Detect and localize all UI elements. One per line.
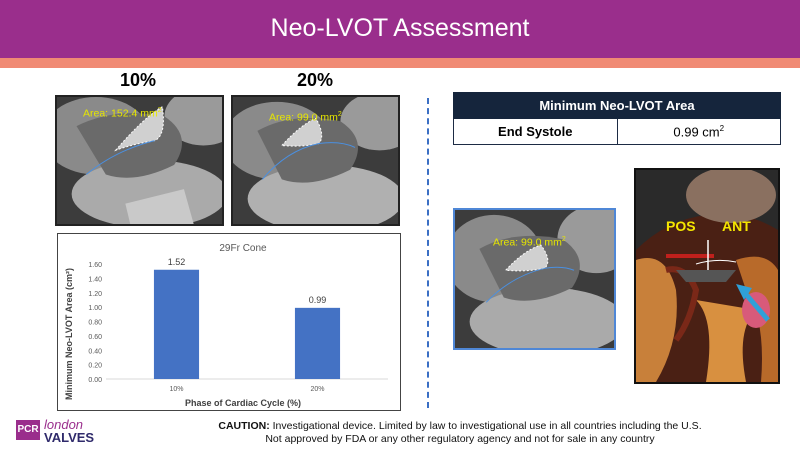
table-row: End Systole 0.99 cm2 (453, 118, 781, 145)
logo-london-text: london (44, 417, 84, 432)
x-tick-label: 10% (169, 386, 183, 393)
phase-label-10: 10% (119, 70, 157, 90)
label-posterior: POS (666, 218, 696, 234)
area-label-20: Area: 99.0 mm2 (269, 111, 342, 124)
area-label-10: Area: 152.4 mm2 (83, 107, 162, 120)
data-label: 0.99 (309, 295, 327, 305)
y-tick-label: 0.00 (88, 377, 102, 384)
ct-scan-center-graphic (455, 210, 614, 348)
row-value-end-systole: 0.99 cm2 (616, 118, 781, 145)
accent-stripe (0, 58, 800, 68)
chart-title: 29Fr Cone (219, 243, 267, 254)
slide-title: Neo-LVOT Assessment (270, 14, 530, 42)
neo-lvot-bar-chart: 29Fr Cone Minimum Neo-LVOT Area (cm²) Ph… (57, 233, 401, 411)
caution-line-2: Not approved by FDA or any other regulat… (265, 433, 655, 445)
bar-20pct (294, 307, 341, 379)
y-tick-label: 1.60 (88, 262, 102, 269)
table-header: Minimum Neo-LVOT Area (453, 92, 781, 119)
x-tick-label: 20% (310, 386, 324, 393)
chart-x-axis-label: Phase of Cardiac Cycle (%) (185, 398, 301, 408)
pcr-london-valves-logo: PCR london VALVES (16, 417, 112, 445)
min-neo-lvot-table: Minimum Neo-LVOT Area End Systole 0.99 c… (453, 92, 781, 145)
chart-y-axis-label: Minimum Neo-LVOT Area (cm²) (64, 268, 74, 400)
chart-plot-area: 0.00 0.20 0.40 0.60 0.80 1.00 1.20 1.40 1.60 1.52… (88, 257, 388, 393)
anatomy-graphic (636, 170, 778, 382)
phase-label-20: 20% (296, 70, 334, 90)
logo-pcr-mark: PCR (16, 420, 40, 440)
section-divider (427, 98, 429, 408)
chart-svg: 29Fr Cone Minimum Neo-LVOT Area (cm²) Ph… (64, 243, 388, 408)
y-tick-label: 0.60 (88, 334, 102, 341)
ct-image-10: Area: 152.4 mm2 (55, 95, 224, 226)
area-label-center: Area: 99.0 mm2 (493, 236, 566, 249)
ct-image-center: Area: 99.0 mm2 (453, 208, 616, 350)
caution-statement: CAUTION: Investigational device. Limited… (120, 420, 800, 446)
y-tick-label: 0.20 (88, 363, 102, 370)
ct-image-20: Area: 99.0 mm2 (231, 95, 400, 226)
ct-scan-20-graphic (233, 97, 398, 224)
data-label: 1.52 (168, 257, 186, 267)
bar-10pct (153, 269, 200, 379)
y-tick-label: 0.80 (88, 320, 102, 327)
caution-line-1: CAUTION: Investigational device. Limited… (218, 420, 702, 432)
y-tick-label: 0.40 (88, 348, 102, 355)
row-label-end-systole: End Systole (453, 118, 618, 145)
y-tick-label: 1.00 (88, 305, 102, 312)
label-anterior: ANT (722, 218, 751, 234)
anatomy-3d-render: POS ANT (634, 168, 780, 384)
y-tick-label: 1.40 (88, 276, 102, 283)
y-tick-label: 1.20 (88, 291, 102, 298)
ct-scan-10-graphic (57, 97, 222, 224)
title-bar: Neo-LVOT Assessment (0, 0, 800, 58)
logo-valves-text: VALVES (44, 430, 95, 445)
